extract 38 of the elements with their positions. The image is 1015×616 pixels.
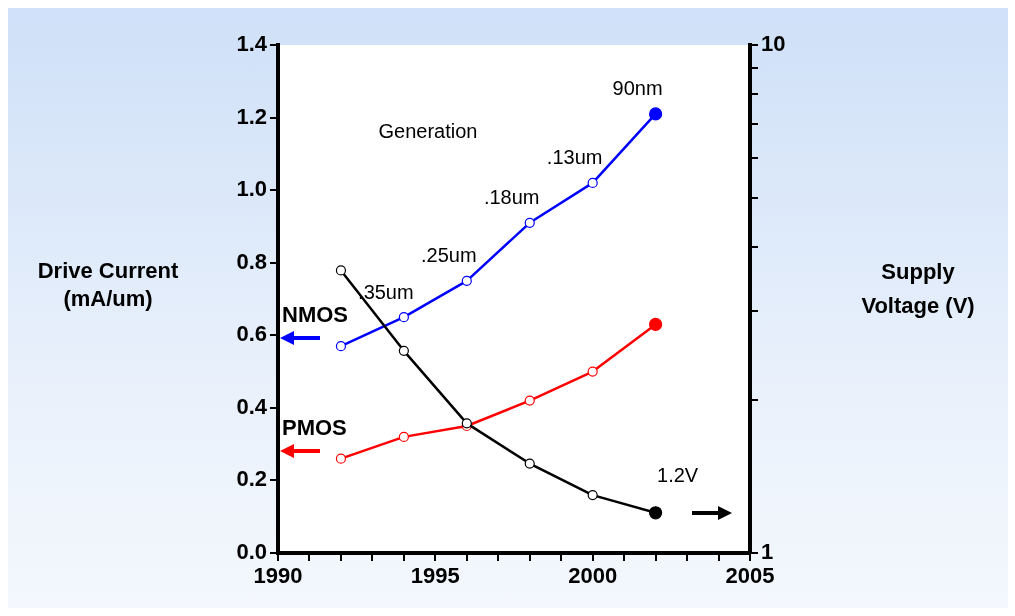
y2-tick-label: 10 [761,31,786,57]
point [587,177,598,188]
point [335,341,347,352]
point [398,431,409,442]
point [461,275,472,286]
point [524,395,535,406]
point [335,265,347,276]
y-tick-label: 0.6 [236,321,267,347]
annotation: 1.2V [657,464,699,487]
annotation: .18um [483,186,540,209]
y-tick-label: 0.2 [236,466,267,492]
y-tick-label: 1.4 [236,31,268,57]
x-tick-label: 1995 [410,563,460,589]
point [398,312,409,323]
point [398,345,409,356]
y-tick-label: 0.8 [236,248,267,274]
point [335,453,347,464]
annotation: .35um [358,280,414,303]
y-tick-label: 1.0 [236,176,267,202]
annotation: Generation [378,119,478,142]
y-tick-label: 0.0 [236,539,267,565]
series-label: PMOS [282,414,347,440]
y2-tick-label: 1 [761,539,774,565]
point [524,217,535,228]
x-tick-label: 2000 [568,563,618,589]
x-tick-label: 1990 [253,563,303,589]
y-tick-label: 0.4 [236,393,268,419]
point [524,458,535,469]
x-tick-label: 2005 [725,563,775,589]
y-tick-label: 1.2 [236,103,267,129]
series-label: NMOS [282,302,348,328]
annotation: .25um [421,244,477,267]
annotation: .13um [546,146,603,169]
y-axis-title: Drive Current (mA/um) [37,258,179,312]
y2-axis-title: Supply Voltage (V) [861,259,975,319]
point [587,366,598,377]
annotation: 90nm [612,77,663,100]
point [587,490,598,501]
